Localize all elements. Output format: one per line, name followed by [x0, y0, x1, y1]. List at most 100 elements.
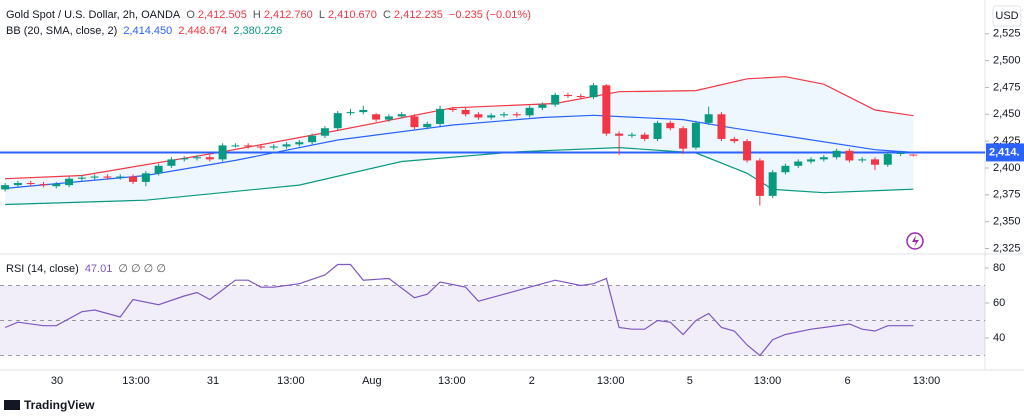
y-tick-label: 2,525: [993, 28, 1021, 40]
change: −0.235 (−0.01%): [448, 9, 531, 21]
symbol-legend: Gold Spot / U.S. Dollar, 2h, OANDA O 2,41…: [6, 9, 534, 21]
candle-body: [423, 123, 432, 128]
candle-body: [116, 176, 125, 178]
candle-body: [807, 159, 816, 162]
candle-body: [141, 173, 150, 182]
rsi-line: [4, 263, 914, 357]
open: 2,412.505: [197, 9, 247, 21]
candle-body: [845, 150, 854, 161]
candle-body: [883, 153, 892, 165]
candle-body: [474, 114, 483, 118]
candle-body: [180, 158, 189, 160]
candle-body: [896, 152, 905, 154]
candle-body: [448, 108, 457, 110]
bb-lower: 2,380.226: [233, 25, 283, 37]
x-tick-label: 6: [845, 375, 851, 387]
c-label: C: [382, 9, 391, 21]
candle-body: [870, 159, 879, 165]
candle-body: [755, 160, 764, 196]
candle-body: [410, 116, 419, 128]
currency-box[interactable]: [992, 5, 1022, 27]
x-tick-label: 2: [529, 375, 535, 387]
x-tick-label: Aug: [362, 375, 382, 387]
currency: USD: [995, 10, 1018, 22]
x-tick-label: 13:00: [597, 375, 625, 387]
candle-body: [858, 159, 867, 161]
candle-body: [666, 122, 675, 129]
logo-mark: [4, 400, 20, 410]
x-tick-label: 31: [207, 375, 219, 387]
bb-name: BB (20, SMA, close, 2): [6, 25, 118, 37]
candle-body: [129, 176, 138, 182]
candle-body: [65, 178, 74, 186]
low: 2,410.670: [327, 9, 377, 21]
candle-body: [500, 114, 509, 116]
rsi-value: 47.01: [84, 263, 113, 275]
candle-body: [576, 96, 585, 98]
rsi-legend: RSI (14, close) 47.01 ∅ ∅ ∅ ∅: [6, 262, 169, 275]
candle-body: [1, 185, 10, 190]
candle-body: [282, 144, 291, 147]
rsi-name: RSI (14, close): [6, 263, 79, 275]
candle-body: [717, 114, 726, 139]
candle-body: [103, 176, 112, 178]
candle-body: [77, 177, 86, 179]
branding: TradingView: [24, 398, 95, 412]
candle-body: [269, 146, 278, 148]
candle-body: [794, 161, 803, 166]
bb-upper: 2,448.674: [178, 25, 228, 37]
y-tick-label: 2,450: [993, 108, 1021, 120]
candle-body: [525, 107, 534, 116]
candle-body: [167, 159, 176, 166]
candle-body: [781, 165, 790, 173]
symbol: Gold Spot / U.S. Dollar, 2h, OANDA: [6, 9, 181, 21]
candle-body: [615, 133, 624, 136]
y-tick-label: 60: [993, 297, 1005, 309]
price-label-box: [986, 143, 1024, 162]
candle-body: [308, 135, 317, 143]
x-tick-label: 13:00: [277, 375, 305, 387]
candle-body: [602, 85, 611, 134]
candle-body: [551, 94, 560, 105]
y-tick-label: 2,400: [993, 162, 1021, 174]
candle-body: [384, 116, 393, 120]
candle-body: [436, 108, 445, 124]
y-tick-label: 2,475: [993, 81, 1021, 93]
candle-body: [231, 145, 240, 147]
candle-body: [538, 104, 547, 108]
candle-body: [730, 138, 739, 142]
candle-body: [563, 94, 572, 97]
candle-body: [193, 157, 201, 159]
candle-body: [397, 114, 406, 117]
y-tick-label: 2,375: [993, 189, 1021, 201]
candle-body: [627, 134, 636, 136]
candle-body: [154, 165, 163, 174]
alert-icon[interactable]: [906, 232, 924, 250]
candle-body: [512, 114, 521, 116]
high: 2,412.760: [263, 9, 313, 21]
candle-body: [487, 115, 496, 118]
candle-body: [26, 182, 35, 185]
l-label: L: [318, 9, 325, 21]
candle-body: [743, 141, 752, 161]
candle-body: [679, 128, 688, 149]
candle-body: [90, 176, 99, 178]
candle-body: [295, 142, 304, 145]
h-label: H: [252, 9, 261, 21]
candle-body: [691, 122, 700, 148]
candle-body: [832, 150, 841, 158]
close: 2,412.235: [393, 9, 443, 21]
candle-body: [244, 145, 253, 147]
candle-body: [218, 145, 227, 160]
candle-body: [768, 172, 777, 196]
candle-body: [333, 113, 342, 129]
bb-basis: [5, 114, 914, 189]
y-tick-label: 40: [993, 332, 1005, 344]
price-label: 2,414.: [989, 146, 1020, 158]
y-tick-label: 80: [993, 262, 1005, 274]
candle-body: [909, 154, 918, 156]
candle-body: [589, 85, 598, 98]
